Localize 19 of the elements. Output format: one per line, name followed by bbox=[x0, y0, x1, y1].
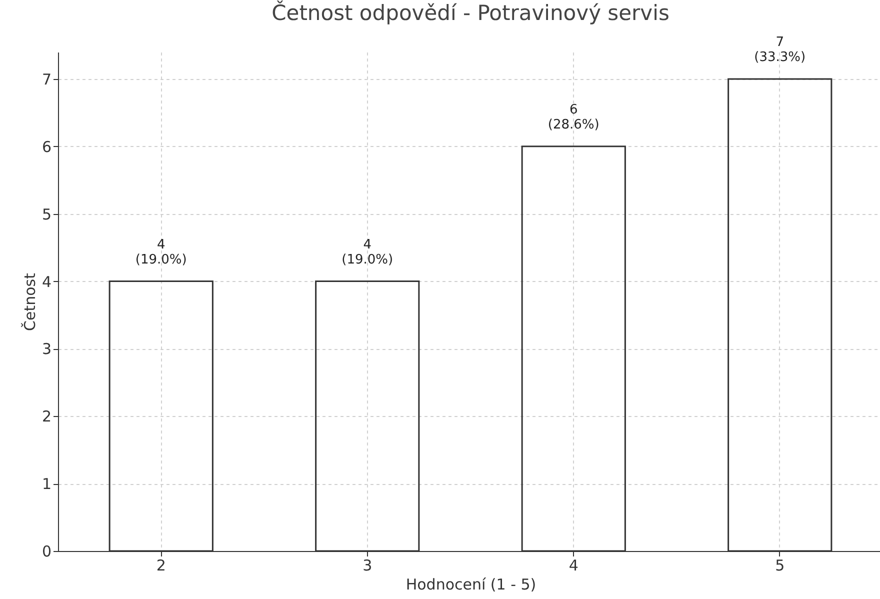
y-tick-label: 5 bbox=[42, 205, 52, 224]
data-label: 4 (19.0%) bbox=[135, 237, 187, 268]
y-tick-label: 2 bbox=[42, 408, 52, 426]
y-tick-label: 3 bbox=[42, 340, 52, 358]
x-tick-label: 4 bbox=[568, 556, 578, 574]
x-axis-title: Hodnocení (1 - 5) bbox=[406, 576, 536, 594]
x-tick-label: 3 bbox=[362, 556, 372, 574]
x-tick-label: 2 bbox=[156, 556, 166, 574]
y-tick-label: 0 bbox=[42, 542, 52, 560]
data-label: 7 (33.3%) bbox=[754, 34, 806, 65]
y-tick-label: 7 bbox=[42, 70, 52, 88]
y-tick-label: 1 bbox=[42, 475, 52, 494]
y-tick-label: 4 bbox=[42, 272, 52, 291]
x-tick-label: 5 bbox=[775, 556, 785, 574]
y-axis-title: Četnost bbox=[20, 272, 39, 331]
data-label: 6 (28.6%) bbox=[548, 102, 600, 132]
chart-title: Četnost odpovědí - Potravinový servis bbox=[272, 0, 670, 25]
data-label: 4 (19.0%) bbox=[342, 237, 394, 268]
y-tick-label: 6 bbox=[42, 138, 52, 156]
